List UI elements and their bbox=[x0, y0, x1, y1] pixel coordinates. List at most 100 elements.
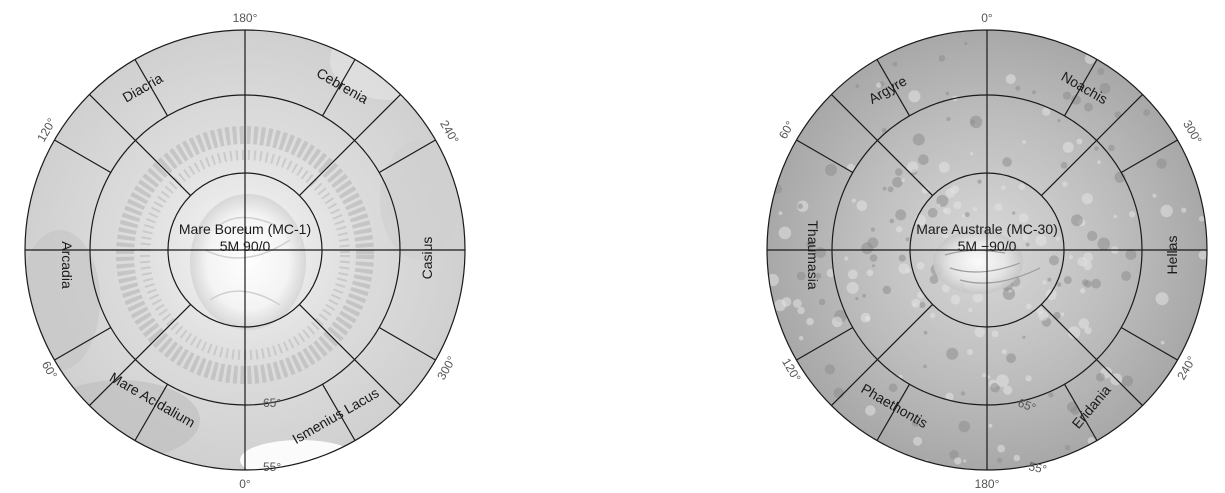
south-crater bbox=[1025, 375, 1032, 382]
south-crater bbox=[781, 297, 792, 307]
south-crater bbox=[796, 271, 806, 281]
south-crater bbox=[856, 200, 868, 211]
south-crater bbox=[1049, 255, 1059, 266]
south-lat-label-65: 65° bbox=[1016, 396, 1038, 415]
south-crater bbox=[793, 299, 802, 308]
south-crater bbox=[945, 91, 950, 96]
south-crater bbox=[1091, 278, 1101, 289]
south-lon-label-300: 300° bbox=[1180, 118, 1205, 147]
south-crater bbox=[895, 209, 907, 221]
south-crater bbox=[906, 161, 919, 173]
south-crater bbox=[1060, 161, 1068, 169]
south-crater bbox=[1181, 207, 1187, 213]
north-lon-label-300: 300° bbox=[434, 354, 459, 383]
south-crater bbox=[1097, 160, 1101, 165]
south-crater bbox=[1068, 255, 1073, 260]
south-crater bbox=[911, 419, 920, 427]
south-crater bbox=[1160, 204, 1173, 218]
south-crater bbox=[1012, 211, 1016, 215]
south-crater bbox=[806, 317, 814, 326]
south-crater bbox=[1006, 353, 1016, 364]
south-crater bbox=[938, 55, 946, 62]
south-crater bbox=[905, 268, 911, 274]
south-crater bbox=[1122, 375, 1133, 387]
south-crater bbox=[1143, 109, 1150, 116]
south-crater bbox=[1067, 326, 1081, 339]
south-crater bbox=[1062, 141, 1074, 153]
south-crater bbox=[1057, 119, 1061, 123]
north-graticule bbox=[24, 29, 466, 471]
south-crater bbox=[862, 293, 866, 298]
south-crater bbox=[945, 188, 956, 199]
south-crater bbox=[1121, 271, 1132, 281]
south-crater bbox=[941, 284, 951, 293]
north-map-subtitle: 5M 90/0 bbox=[220, 238, 271, 254]
south-crater bbox=[847, 269, 858, 280]
south-map-title: Mare Australe (MC-30) bbox=[916, 221, 1058, 237]
south-crater bbox=[1042, 280, 1047, 285]
south-crater bbox=[982, 373, 987, 378]
south-crater bbox=[869, 254, 878, 262]
south-crater bbox=[898, 254, 906, 262]
south-crater bbox=[960, 391, 966, 396]
south-crater bbox=[1076, 138, 1083, 145]
south-crater bbox=[929, 275, 939, 284]
south-crater bbox=[1018, 183, 1025, 191]
south-crater bbox=[797, 203, 803, 209]
south-crater bbox=[895, 168, 903, 176]
south-crater bbox=[990, 382, 1000, 393]
south-crater bbox=[896, 226, 903, 233]
south-crater bbox=[946, 347, 959, 360]
south-crater bbox=[1056, 282, 1062, 287]
south-crater bbox=[1063, 276, 1072, 285]
south-crater bbox=[997, 444, 1006, 453]
north-polar-map: Mare Boreum (MC-1) 5M 90/0 65° 55° 180° … bbox=[24, 11, 466, 491]
south-crater bbox=[1013, 454, 1021, 462]
south-crater bbox=[946, 117, 951, 121]
south-crater bbox=[1018, 213, 1029, 223]
south-crater bbox=[778, 226, 792, 240]
south-crater bbox=[901, 178, 905, 183]
south-crater bbox=[855, 84, 860, 88]
south-crater bbox=[912, 133, 925, 146]
south-crater bbox=[996, 374, 1009, 388]
south-crater bbox=[1042, 107, 1051, 116]
south-crater bbox=[916, 261, 925, 270]
south-crater bbox=[913, 436, 923, 446]
south-crater bbox=[967, 349, 974, 356]
south-crater bbox=[1125, 249, 1137, 260]
south-crater bbox=[1160, 340, 1165, 345]
south-crater bbox=[882, 285, 891, 295]
south-crater bbox=[826, 269, 835, 278]
south-crater bbox=[1022, 234, 1029, 241]
south-crater bbox=[1099, 83, 1111, 94]
south-crater bbox=[1071, 95, 1081, 105]
south-crater bbox=[1152, 193, 1157, 198]
south-crater bbox=[825, 163, 837, 176]
south-crater bbox=[1048, 392, 1054, 398]
south-crater bbox=[866, 269, 874, 277]
south-crater bbox=[1022, 335, 1026, 339]
south-crater bbox=[918, 154, 929, 165]
south-crater bbox=[1114, 111, 1122, 119]
south-crater bbox=[1001, 185, 1006, 190]
south-crater bbox=[889, 218, 895, 224]
south-crater bbox=[954, 457, 962, 465]
south-ice-cap bbox=[933, 230, 1023, 294]
south-crater bbox=[942, 208, 947, 213]
south-crater bbox=[1071, 214, 1083, 227]
south-crater bbox=[938, 161, 950, 173]
south-crater bbox=[958, 420, 971, 433]
south-crater bbox=[927, 207, 938, 218]
south-lon-label-60: 60° bbox=[776, 118, 797, 141]
south-crater bbox=[1015, 85, 1021, 91]
south-crater bbox=[949, 450, 959, 460]
north-region-arcadia: Arcadia bbox=[59, 241, 75, 289]
south-crater bbox=[962, 214, 966, 218]
south-crater bbox=[1003, 385, 1013, 395]
south-crater bbox=[1084, 102, 1093, 112]
south-crater bbox=[1084, 327, 1092, 335]
south-crater bbox=[855, 297, 859, 301]
south-crater bbox=[1025, 303, 1032, 310]
